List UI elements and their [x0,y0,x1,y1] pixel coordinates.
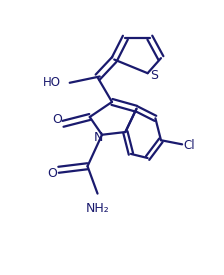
Text: NH₂: NH₂ [86,202,109,215]
Text: HO: HO [43,76,61,89]
Text: N: N [93,131,103,144]
Text: O: O [47,167,57,180]
Text: Cl: Cl [183,139,195,152]
Text: S: S [150,69,158,82]
Text: O: O [52,113,62,126]
